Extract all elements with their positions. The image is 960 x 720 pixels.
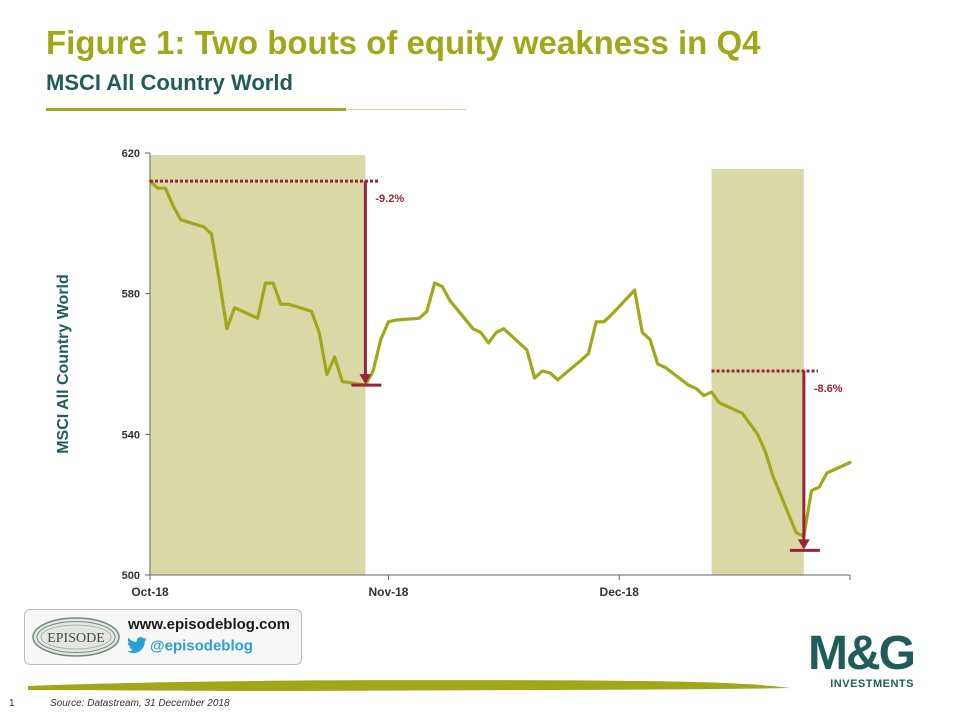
page-subtitle: MSCI All Country World xyxy=(46,70,293,95)
shaded-periods xyxy=(150,155,804,575)
drawdown-label: -9.2% xyxy=(375,193,404,205)
source-note: Source: Datastream, 31 December 2018 xyxy=(50,698,230,709)
x-tick-label: Oct-18 xyxy=(131,585,169,599)
y-tick-label: 580 xyxy=(122,289,140,301)
footer-brush-stroke xyxy=(28,680,790,691)
chart-axes: 500 540 580 620 Oct-18 Nov-18 Dec-18 MSCI All C… xyxy=(55,148,851,599)
episode-logo-text: EPISODE xyxy=(47,631,105,646)
chart-series xyxy=(148,179,852,538)
footer-brush-line xyxy=(28,680,790,691)
mg-logo-subtext: INVESTMENTS xyxy=(830,678,914,690)
website-link[interactable]: www.episodeblog.com xyxy=(128,616,290,633)
y-tick-label: 620 xyxy=(122,148,140,160)
x-tick-label: Nov-18 xyxy=(368,585,408,599)
chart-annotations: -9.2% -8.6% xyxy=(150,179,843,552)
drawdown-label: -8.6% xyxy=(814,383,843,395)
header-underline-bar xyxy=(46,108,346,111)
twitter-handle[interactable]: @episodeblog xyxy=(150,637,253,655)
x-tick-label: Dec-18 xyxy=(600,585,640,599)
header-underline-fade xyxy=(346,109,466,110)
shaded-period xyxy=(150,155,366,575)
y-tick-label: 500 xyxy=(122,570,140,582)
twitter-bird-icon xyxy=(127,637,147,654)
drawdown-arrowhead xyxy=(797,539,810,550)
series-line xyxy=(148,179,852,538)
mg-logo-text: M&G xyxy=(808,627,916,680)
mg-investments-logo: M&G INVESTMENTS xyxy=(808,627,916,691)
episode-blog-box: EPISODE www.episodeblog.com @episodeblog xyxy=(24,609,302,665)
drawdown-arrowhead xyxy=(359,374,372,385)
y-axis-label: MSCI All Country World xyxy=(55,274,72,454)
page-number: 1 xyxy=(9,698,15,709)
y-tick-label: 540 xyxy=(122,429,140,441)
episode-logo: EPISODE xyxy=(32,617,120,657)
page-title: Figure 1: Two bouts of equity weakness i… xyxy=(46,24,761,61)
header-underline xyxy=(46,108,466,111)
